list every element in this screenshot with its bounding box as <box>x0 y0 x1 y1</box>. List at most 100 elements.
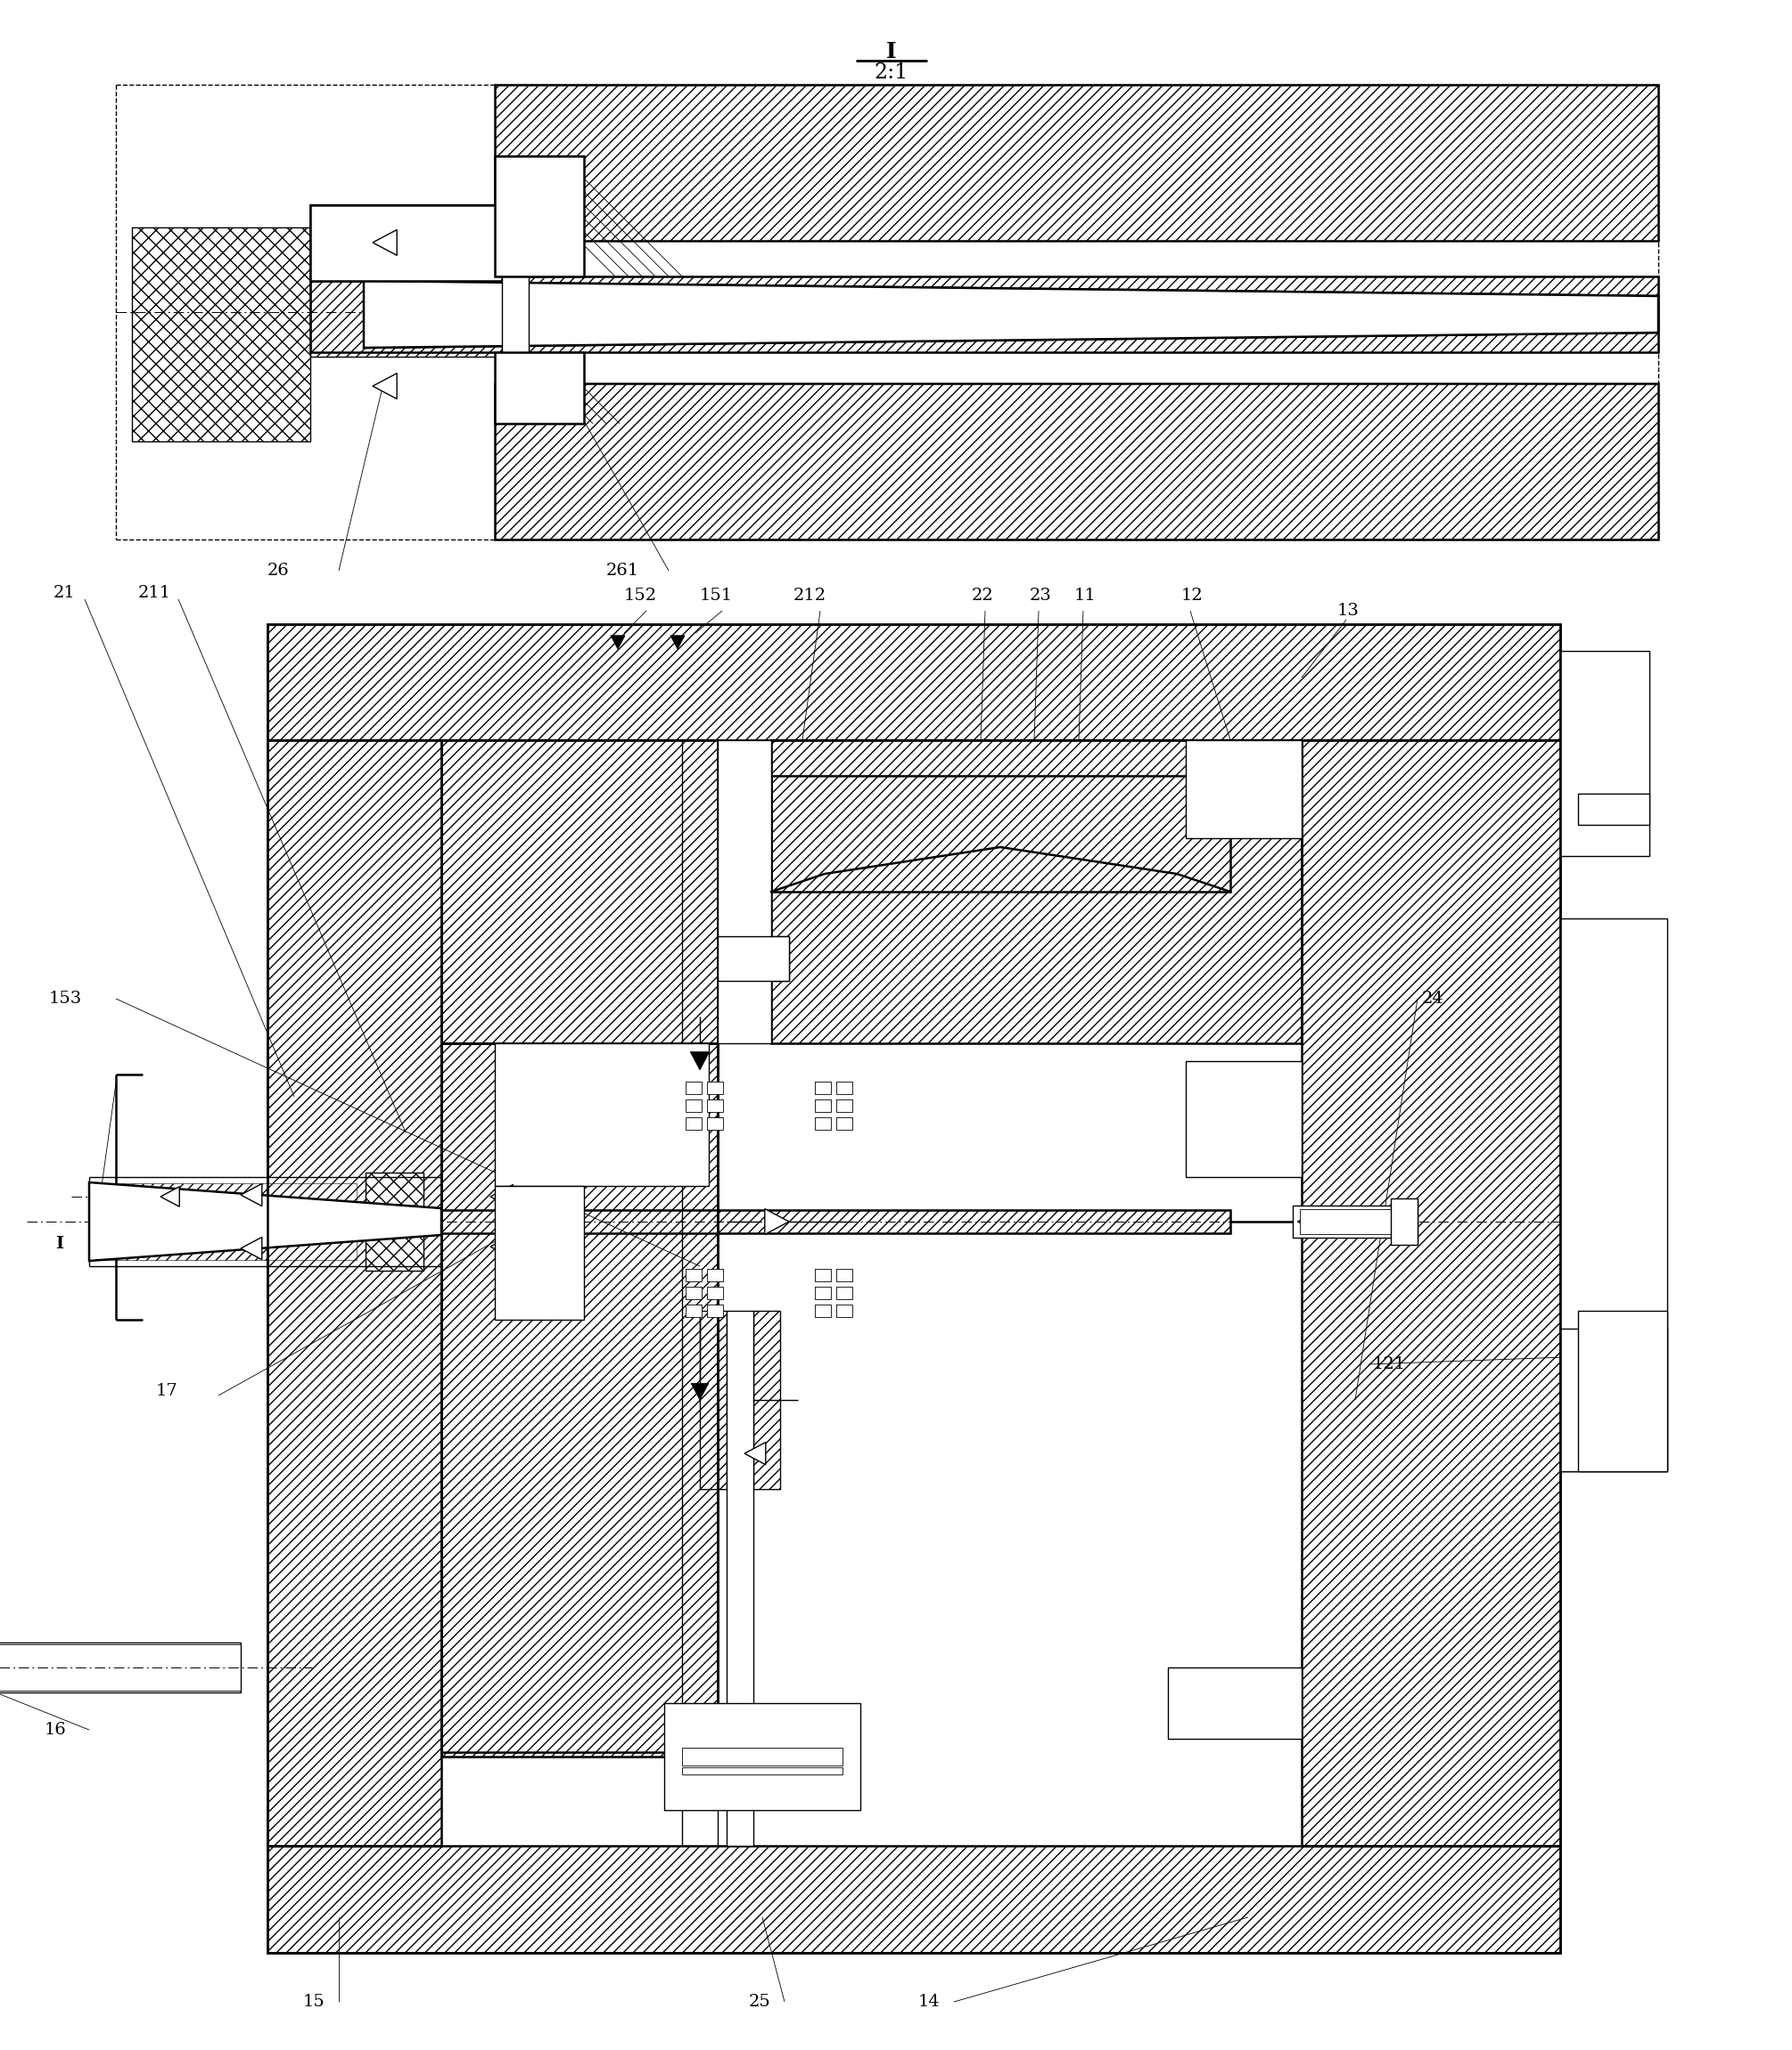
Bar <box>686 1304 702 1316</box>
Text: 17: 17 <box>156 1384 177 1398</box>
Bar <box>708 1117 722 1130</box>
Bar <box>771 775 1231 892</box>
Bar <box>771 740 1301 1043</box>
Bar <box>1392 1199 1417 1242</box>
Bar <box>267 623 1561 1954</box>
Bar <box>837 1269 853 1281</box>
Bar <box>310 205 502 281</box>
Bar <box>815 1304 831 1316</box>
Text: 13: 13 <box>1337 603 1360 619</box>
Bar <box>495 84 1658 240</box>
Bar <box>133 228 310 441</box>
Bar <box>1292 1205 1409 1238</box>
Bar <box>771 740 1301 1043</box>
Bar <box>686 1269 702 1281</box>
Bar <box>701 1310 726 1488</box>
Bar <box>683 1775 842 1802</box>
Text: 152: 152 <box>624 588 658 603</box>
Bar <box>708 1099 722 1111</box>
Bar <box>1561 918 1667 1472</box>
Bar <box>267 740 441 1845</box>
Polygon shape <box>373 230 396 256</box>
Bar <box>708 1304 722 1316</box>
Bar <box>708 1082 722 1095</box>
Text: 21: 21 <box>54 584 75 601</box>
Bar <box>99 1183 357 1261</box>
Text: 151: 151 <box>701 588 733 603</box>
Bar <box>495 383 1658 539</box>
Polygon shape <box>240 1183 262 1205</box>
Bar <box>495 353 584 424</box>
Text: 25: 25 <box>749 1995 771 2009</box>
Text: 14: 14 <box>918 1995 941 2009</box>
Bar <box>1301 740 1561 1845</box>
Bar <box>683 1775 842 1802</box>
Bar <box>837 1099 853 1111</box>
Bar <box>99 1183 357 1261</box>
Bar <box>441 1043 717 1753</box>
Polygon shape <box>690 1052 710 1070</box>
Bar <box>419 1209 1231 1234</box>
Bar <box>771 775 1231 892</box>
Bar <box>837 1117 853 1130</box>
Polygon shape <box>491 1234 513 1259</box>
Bar <box>419 1209 1231 1234</box>
Text: I: I <box>887 41 896 62</box>
Bar <box>267 1845 1561 1954</box>
Bar <box>815 1287 831 1300</box>
Bar <box>495 1187 584 1320</box>
Text: 153: 153 <box>48 990 82 1007</box>
Bar <box>1561 1328 1667 1472</box>
Bar <box>310 277 1658 353</box>
Text: 22: 22 <box>971 588 995 603</box>
Text: 26: 26 <box>267 562 290 578</box>
Bar <box>1301 740 1561 1845</box>
Polygon shape <box>161 1187 179 1207</box>
Bar <box>1186 1062 1301 1177</box>
Polygon shape <box>765 1209 788 1234</box>
Bar <box>366 1173 423 1271</box>
Bar <box>267 623 1561 740</box>
Bar <box>495 1043 710 1187</box>
Polygon shape <box>90 1183 441 1261</box>
Bar <box>267 1845 1561 1954</box>
Bar <box>686 1082 702 1095</box>
Polygon shape <box>491 1185 513 1209</box>
Bar <box>708 1287 722 1300</box>
Text: 212: 212 <box>794 588 826 603</box>
Bar <box>668 1708 857 1749</box>
Bar <box>1579 793 1649 824</box>
Bar <box>310 205 502 281</box>
Bar <box>0 1644 240 1691</box>
Bar <box>665 1704 860 1810</box>
Text: 12: 12 <box>1181 588 1204 603</box>
Bar <box>1568 658 1641 849</box>
Bar <box>701 1310 726 1488</box>
Bar <box>366 1173 423 1271</box>
Bar <box>1168 1667 1301 1738</box>
Bar <box>837 1082 853 1095</box>
Polygon shape <box>364 281 1658 349</box>
Bar <box>837 1304 853 1316</box>
Bar <box>686 1117 702 1130</box>
Text: 15: 15 <box>303 1995 324 2009</box>
Polygon shape <box>1297 1214 1312 1230</box>
Bar <box>267 623 1561 740</box>
Polygon shape <box>373 373 396 400</box>
Bar <box>1391 1199 1417 1244</box>
Bar <box>837 1287 853 1300</box>
Text: 24: 24 <box>1423 990 1444 1007</box>
Bar <box>441 1043 717 1753</box>
Bar <box>686 1287 702 1300</box>
Text: I: I <box>56 1236 63 1253</box>
Bar <box>495 383 1658 539</box>
Bar <box>441 1043 717 1757</box>
Bar <box>708 1269 722 1281</box>
Bar <box>717 937 788 980</box>
Bar <box>310 277 1658 353</box>
Bar <box>815 1099 831 1111</box>
Bar <box>815 1117 831 1130</box>
Text: 16: 16 <box>45 1722 66 1738</box>
Bar <box>441 740 717 1043</box>
Text: 2:1: 2:1 <box>874 64 909 84</box>
